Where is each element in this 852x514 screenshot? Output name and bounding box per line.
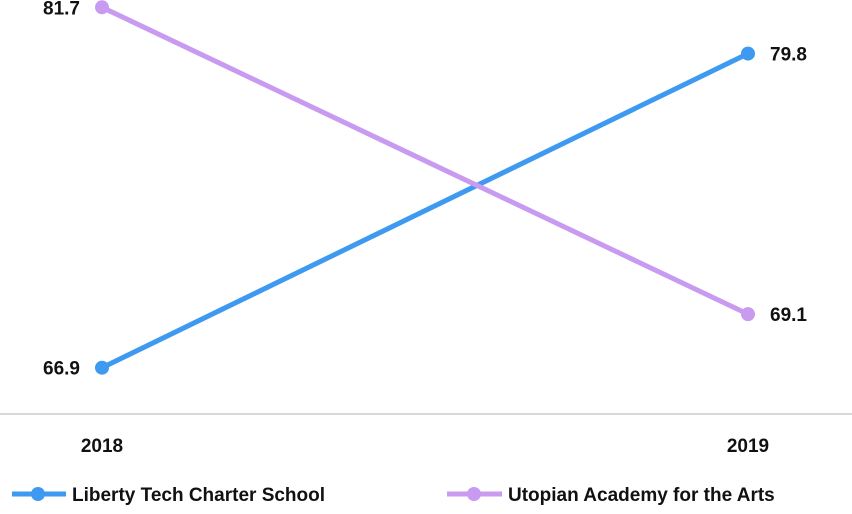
legend-item-1[interactable]: Utopian Academy for the Arts xyxy=(447,485,775,506)
legend-swatch-marker xyxy=(31,487,45,501)
legend-item-0[interactable]: Liberty Tech Charter School xyxy=(12,485,325,506)
data-point[interactable] xyxy=(95,0,109,15)
data-label: 69.1 xyxy=(770,305,807,326)
data-label: 81.7 xyxy=(43,0,80,19)
series-line xyxy=(99,4,751,317)
data-label: 66.9 xyxy=(43,359,80,380)
x-tick-label: 2018 xyxy=(81,436,123,457)
data-point[interactable] xyxy=(741,307,755,322)
x-axis-ticks: 2018 2019 xyxy=(81,436,769,457)
data-point[interactable] xyxy=(95,360,109,375)
legend-label: Liberty Tech Charter School xyxy=(72,485,325,506)
data-label: 79.8 xyxy=(770,45,807,66)
legend-swatch-marker xyxy=(467,487,481,501)
data-point[interactable] xyxy=(741,46,755,61)
x-tick-label: 2019 xyxy=(727,436,769,457)
legend: Liberty Tech Charter School Utopian Acad… xyxy=(12,485,775,506)
series-1: 81.7 69.1 xyxy=(43,0,807,326)
legend-label: Utopian Academy for the Arts xyxy=(508,485,775,506)
series-layer: 66.9 79.8 81.7 69.1 xyxy=(43,0,807,380)
series-line xyxy=(99,51,751,371)
series-0: 66.9 79.8 xyxy=(43,45,807,380)
